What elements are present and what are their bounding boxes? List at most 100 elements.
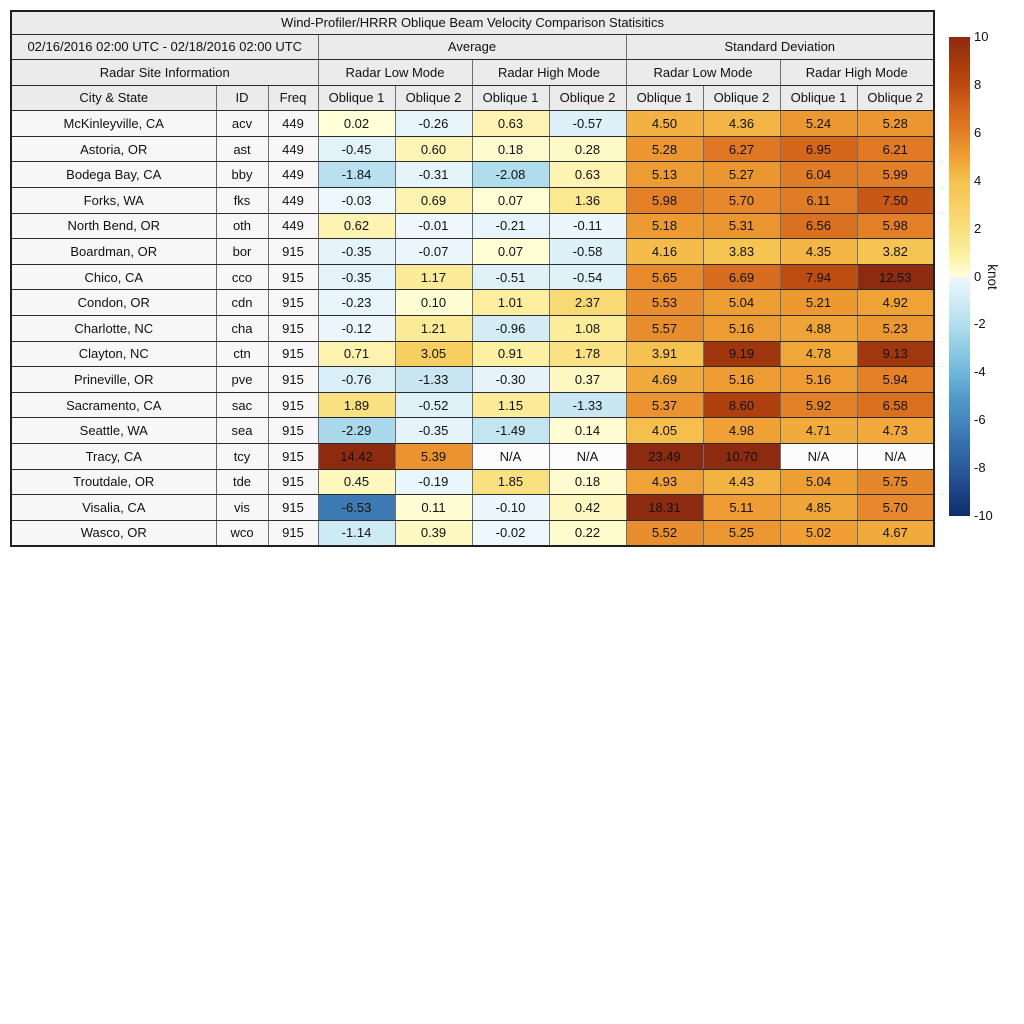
value-cell: -0.52 — [394, 391, 473, 419]
value-cell: 23.49 — [625, 443, 704, 470]
value-cell: 3.91 — [625, 340, 704, 368]
col-header-oblique1: Oblique 1 — [317, 84, 396, 112]
city-cell: Bodega Bay, CA — [10, 161, 217, 189]
value-cell: 6.27 — [702, 135, 781, 163]
col-header-oblique1: Oblique 1 — [471, 84, 550, 112]
group-header-standard-deviation: Standard Deviation — [625, 33, 935, 61]
table-row: Chico, CA cco 915 -0.35 1.17 -0.51 -0.54 5.65 6.… — [10, 263, 935, 291]
freq-cell: 915 — [267, 417, 319, 444]
value-cell: 5.21 — [779, 289, 858, 317]
value-cell: -0.12 — [317, 315, 396, 342]
site-id-cell: bby — [215, 161, 269, 189]
city-cell: Sacramento, CA — [10, 391, 217, 419]
site-id-cell: oth — [215, 212, 269, 240]
freq-cell: 449 — [267, 135, 319, 163]
freq-cell: 915 — [267, 238, 319, 265]
value-cell: 5.98 — [856, 212, 935, 240]
table-row: Seattle, WA sea 915 -2.29 -0.35 -1.49 0.14 4.05… — [10, 417, 935, 444]
value-cell: 0.37 — [548, 366, 627, 393]
colorbar-tick-label: -2 — [974, 316, 986, 332]
value-cell-na: N/A — [779, 443, 858, 470]
value-cell: 0.22 — [548, 519, 627, 547]
table-row: Prineville, OR pve 915 -0.76 -1.33 -0.30 0.37 4… — [10, 366, 935, 393]
city-cell: Chico, CA — [10, 263, 217, 291]
value-cell: 4.85 — [779, 494, 858, 521]
value-cell: -1.49 — [471, 417, 550, 444]
value-cell: -0.11 — [548, 212, 627, 240]
table-row: North Bend, OR oth 449 0.62 -0.01 -0.21 -0.11 5… — [10, 212, 935, 240]
freq-cell: 915 — [267, 519, 319, 547]
table-row: Boardman, OR bor 915 -0.35 -0.07 0.07 -0.58 4.1… — [10, 238, 935, 265]
value-cell: 0.28 — [548, 135, 627, 163]
value-cell: 0.62 — [317, 212, 396, 240]
value-cell: -0.54 — [548, 263, 627, 291]
value-cell: -0.30 — [471, 366, 550, 393]
value-cell: 7.50 — [856, 187, 935, 214]
value-cell: -0.03 — [317, 187, 396, 214]
value-cell: 4.93 — [625, 468, 704, 496]
city-cell: Boardman, OR — [10, 238, 217, 265]
colorbar-tick-label: 6 — [974, 124, 982, 140]
value-cell: -6.53 — [317, 494, 396, 521]
group-header-site-info: Radar Site Information — [10, 59, 319, 86]
value-cell: -0.45 — [317, 135, 396, 163]
col-header-id: ID — [215, 84, 269, 112]
value-cell: 1.36 — [548, 187, 627, 214]
table-row: Bodega Bay, CA bby 449 -1.84 -0.31 -2.08 0.63 5… — [10, 161, 935, 189]
site-id-cell: ctn — [215, 340, 269, 368]
table-row: Charlotte, NC cha 915 -0.12 1.21 -0.96 1.08 5.5… — [10, 315, 935, 342]
value-cell: 5.37 — [625, 391, 704, 419]
value-cell: 6.04 — [779, 161, 858, 189]
value-cell: 0.42 — [548, 494, 627, 521]
value-cell: 5.16 — [779, 366, 858, 393]
site-id-cell: ast — [215, 135, 269, 163]
value-cell-na: N/A — [856, 443, 935, 470]
value-cell: 9.13 — [856, 340, 935, 368]
site-id-cell: tcy — [215, 443, 269, 470]
value-cell: -0.23 — [317, 289, 396, 317]
city-cell: Prineville, OR — [10, 366, 217, 393]
table-row: Wasco, OR wco 915 -1.14 0.39 -0.02 0.22 5.52 5.2… — [10, 519, 935, 547]
colorbar-axis-label: knot — [985, 264, 1000, 290]
value-cell: 0.71 — [317, 340, 396, 368]
value-cell-na: N/A — [548, 443, 627, 470]
value-cell: 0.63 — [548, 161, 627, 189]
colorbar-tick-label: 2 — [974, 220, 982, 236]
freq-cell: 915 — [267, 443, 319, 470]
value-cell: 5.11 — [702, 494, 781, 521]
col-header-freq: Freq — [267, 84, 319, 112]
value-cell: 3.83 — [702, 238, 781, 265]
city-cell: North Bend, OR — [10, 212, 217, 240]
value-cell: -0.57 — [548, 110, 627, 137]
value-cell: 4.98 — [702, 417, 781, 444]
mode-header-avg-low: Radar Low Mode — [317, 59, 473, 86]
value-cell: -0.26 — [394, 110, 473, 137]
freq-cell: 449 — [267, 212, 319, 240]
mode-header-std-low: Radar Low Mode — [625, 59, 781, 86]
value-cell: -0.76 — [317, 366, 396, 393]
value-cell: 0.14 — [548, 417, 627, 444]
value-cell: 1.15 — [471, 391, 550, 419]
value-cell: -0.51 — [471, 263, 550, 291]
col-header-oblique2: Oblique 2 — [394, 84, 473, 112]
value-cell: 0.63 — [471, 110, 550, 137]
table-row: Forks, WA fks 449 -0.03 0.69 0.07 1.36 5.98 5.70… — [10, 187, 935, 214]
value-cell: 0.18 — [471, 135, 550, 163]
value-cell: 14.42 — [317, 443, 396, 470]
value-cell: -0.07 — [394, 238, 473, 265]
table-row: Clayton, NC ctn 915 0.71 3.05 0.91 1.78 3.91 9.1… — [10, 340, 935, 368]
site-id-cell: cco — [215, 263, 269, 291]
value-cell: 0.91 — [471, 340, 550, 368]
value-cell: 5.94 — [856, 366, 935, 393]
value-cell: -1.84 — [317, 161, 396, 189]
value-cell: 0.69 — [394, 187, 473, 214]
value-cell: 0.07 — [471, 187, 550, 214]
value-cell: 3.05 — [394, 340, 473, 368]
col-header-oblique2: Oblique 2 — [856, 84, 935, 112]
value-cell: -0.10 — [471, 494, 550, 521]
value-cell: 4.71 — [779, 417, 858, 444]
value-cell: 5.16 — [702, 315, 781, 342]
value-cell: 5.16 — [702, 366, 781, 393]
site-id-cell: sac — [215, 391, 269, 419]
